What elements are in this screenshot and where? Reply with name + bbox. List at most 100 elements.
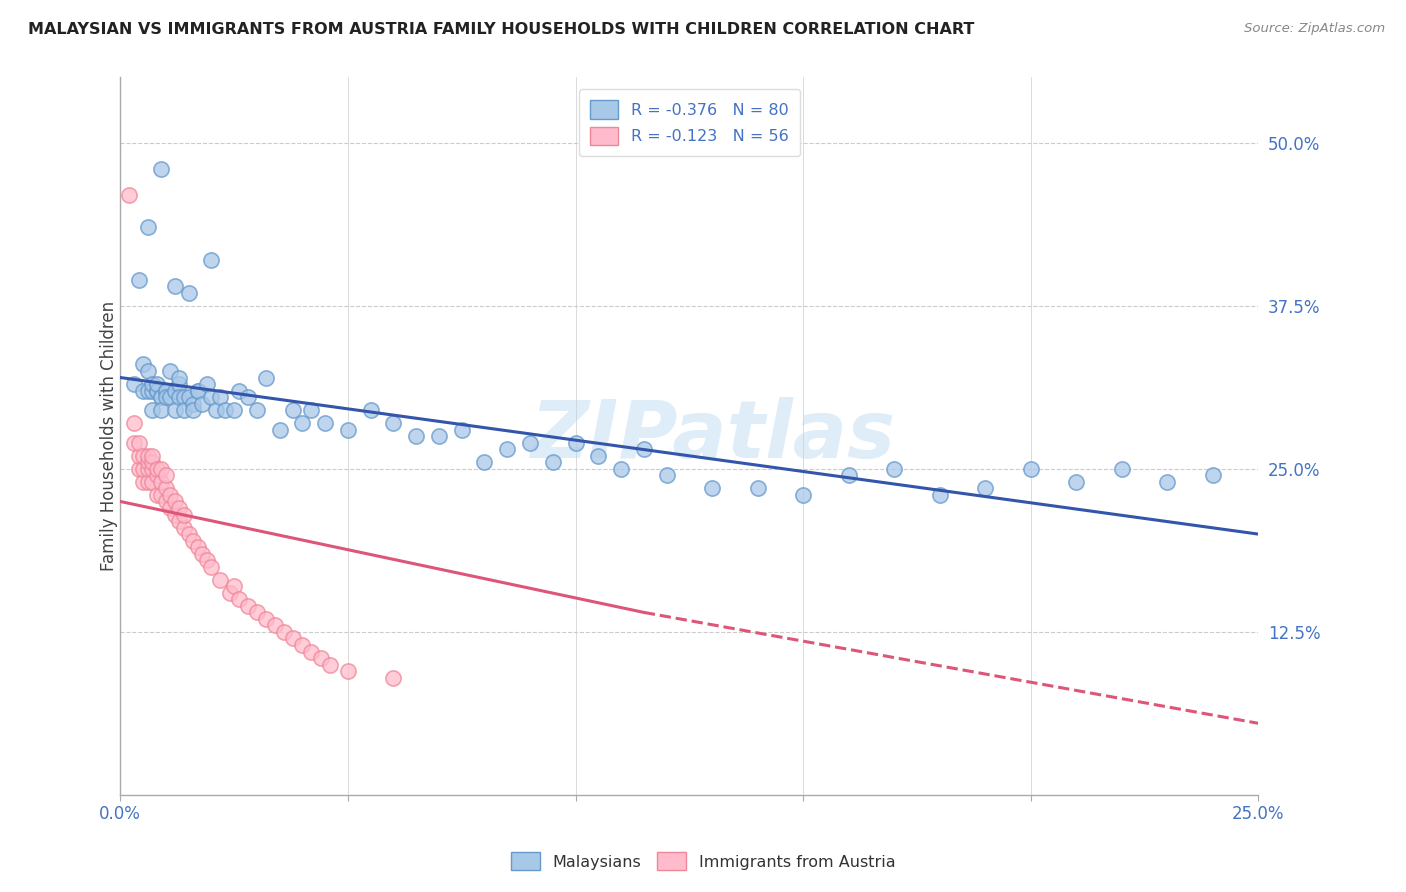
- Legend: R = -0.376   N = 80, R = -0.123   N = 56: R = -0.376 N = 80, R = -0.123 N = 56: [578, 89, 800, 156]
- Point: [118, 187, 141, 202]
- Point: [155, 384, 177, 398]
- Point: [1202, 468, 1225, 483]
- Point: [163, 494, 186, 508]
- Point: [136, 220, 159, 235]
- Point: [128, 462, 150, 476]
- Point: [200, 390, 222, 404]
- Point: [163, 384, 186, 398]
- Point: [155, 482, 177, 496]
- Point: [236, 390, 259, 404]
- Point: [254, 370, 277, 384]
- Point: [792, 488, 814, 502]
- Point: [136, 364, 159, 378]
- Point: [145, 468, 167, 483]
- Point: [132, 462, 155, 476]
- Point: [209, 573, 232, 587]
- Point: [150, 403, 173, 417]
- Point: [301, 644, 323, 658]
- Point: [132, 475, 155, 489]
- Point: [309, 651, 332, 665]
- Point: [132, 358, 155, 372]
- Point: [200, 253, 222, 268]
- Point: [301, 403, 323, 417]
- Point: [283, 632, 305, 646]
- Point: [155, 384, 177, 398]
- Point: [228, 592, 250, 607]
- Point: [1019, 462, 1042, 476]
- Point: [382, 671, 405, 685]
- Text: Source: ZipAtlas.com: Source: ZipAtlas.com: [1244, 22, 1385, 36]
- Point: [136, 384, 159, 398]
- Point: [169, 390, 191, 404]
- Point: [155, 468, 177, 483]
- Point: [145, 462, 167, 476]
- Point: [169, 377, 191, 392]
- Point: [474, 455, 496, 469]
- Point: [633, 442, 655, 457]
- Point: [214, 403, 236, 417]
- Point: [169, 514, 191, 528]
- Point: [145, 488, 167, 502]
- Point: [195, 377, 218, 392]
- Point: [128, 449, 150, 463]
- Point: [747, 482, 769, 496]
- Point: [360, 403, 382, 417]
- Point: [246, 606, 269, 620]
- Point: [405, 429, 427, 443]
- Point: [150, 161, 173, 176]
- Point: [246, 403, 269, 417]
- Point: [128, 435, 150, 450]
- Point: [141, 384, 163, 398]
- Point: [173, 520, 195, 534]
- Point: [264, 618, 287, 632]
- Point: [141, 377, 163, 392]
- Point: [273, 624, 295, 639]
- Point: [269, 423, 291, 437]
- Point: [141, 449, 163, 463]
- Point: [128, 273, 150, 287]
- Point: [150, 488, 173, 502]
- Point: [169, 501, 191, 516]
- Point: [883, 462, 905, 476]
- Text: ZIPatlas: ZIPatlas: [530, 397, 894, 475]
- Point: [181, 403, 204, 417]
- Point: [136, 455, 159, 469]
- Point: [177, 390, 200, 404]
- Point: [191, 547, 214, 561]
- Point: [187, 540, 209, 554]
- Point: [150, 390, 173, 404]
- Point: [163, 403, 186, 417]
- Point: [450, 423, 472, 437]
- Point: [588, 449, 610, 463]
- Point: [145, 377, 167, 392]
- Point: [200, 559, 222, 574]
- Point: [150, 475, 173, 489]
- Point: [236, 599, 259, 613]
- Point: [132, 449, 155, 463]
- Point: [314, 416, 336, 430]
- Point: [218, 586, 240, 600]
- Point: [291, 638, 314, 652]
- Point: [141, 403, 163, 417]
- Point: [209, 390, 232, 404]
- Point: [136, 462, 159, 476]
- Point: [177, 527, 200, 541]
- Point: [427, 429, 450, 443]
- Point: [163, 279, 186, 293]
- Point: [336, 423, 359, 437]
- Point: [132, 384, 155, 398]
- Point: [283, 403, 305, 417]
- Point: [205, 403, 228, 417]
- Point: [173, 390, 195, 404]
- Point: [195, 553, 218, 567]
- Point: [155, 494, 177, 508]
- Point: [928, 488, 950, 502]
- Point: [318, 657, 340, 672]
- Point: [700, 482, 723, 496]
- Point: [610, 462, 633, 476]
- Point: [159, 501, 181, 516]
- Point: [496, 442, 519, 457]
- Point: [838, 468, 860, 483]
- Point: [336, 664, 359, 678]
- Point: [145, 384, 167, 398]
